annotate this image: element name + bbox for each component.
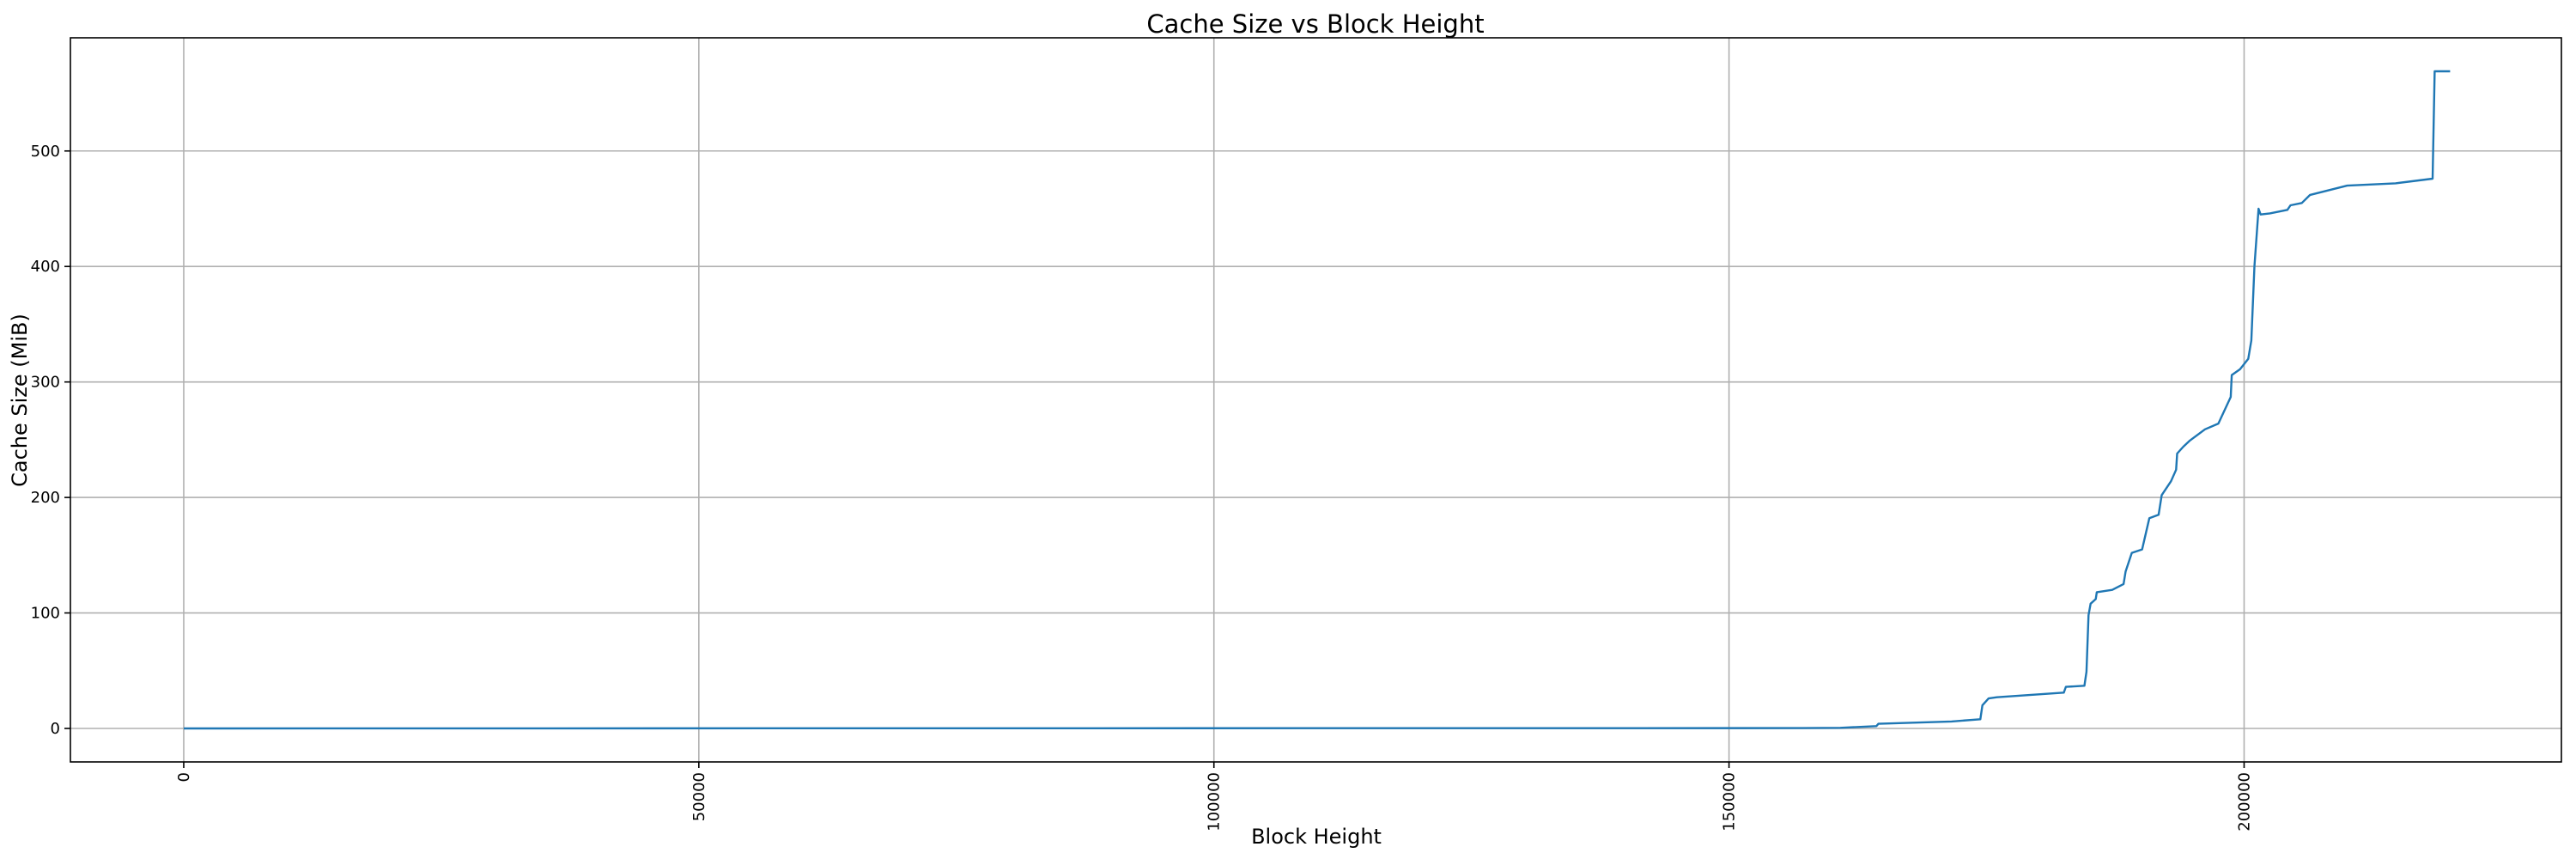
x-tick-label: 200000 bbox=[2235, 772, 2253, 832]
grid bbox=[70, 38, 2561, 762]
series-line bbox=[183, 70, 2451, 730]
x-axis: 0 50000 100000 150000 200000 bbox=[175, 762, 2253, 832]
plot-frame bbox=[70, 37, 2562, 763]
y-tick-label: 100 bbox=[31, 605, 60, 623]
x-tick-label: 150000 bbox=[1721, 772, 1739, 832]
x-axis-label: Block Height bbox=[1251, 825, 1382, 849]
y-tick-label: 200 bbox=[31, 489, 60, 507]
y-tick-label: 300 bbox=[31, 374, 60, 392]
y-axis-label: Cache Size (MiB) bbox=[8, 314, 32, 487]
y-tick-label: 0 bbox=[51, 720, 60, 738]
x-tick-label: 0 bbox=[175, 772, 193, 782]
y-tick-label: 500 bbox=[31, 143, 60, 161]
chart-title: Cache Size vs Block Height bbox=[1146, 9, 1484, 39]
y-axis: 0 100 200 300 400 500 bbox=[31, 143, 70, 738]
x-tick-label: 100000 bbox=[1206, 772, 1224, 832]
x-tick-label: 50000 bbox=[690, 772, 708, 821]
y-tick-label: 400 bbox=[31, 258, 60, 276]
